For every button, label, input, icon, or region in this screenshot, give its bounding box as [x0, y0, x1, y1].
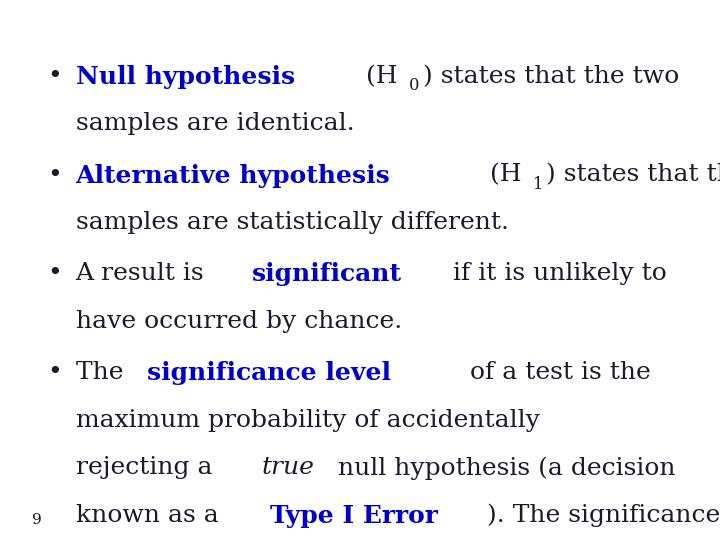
Text: significant: significant — [252, 262, 402, 287]
Text: •: • — [47, 361, 61, 384]
Text: A result is: A result is — [76, 262, 212, 286]
Text: •: • — [47, 262, 61, 286]
Text: ) states that the: ) states that the — [546, 164, 720, 187]
Text: rejecting a: rejecting a — [76, 456, 220, 480]
Text: (H: (H — [482, 164, 521, 187]
Text: The: The — [76, 361, 131, 384]
Text: have occurred by chance.: have occurred by chance. — [76, 310, 402, 333]
Text: samples are identical.: samples are identical. — [76, 112, 354, 136]
Text: ). The significance: ). The significance — [487, 504, 720, 528]
Text: known as a: known as a — [76, 504, 226, 527]
Text: 9: 9 — [32, 512, 42, 526]
Text: 1: 1 — [533, 176, 543, 193]
Text: maximum probability of accidentally: maximum probability of accidentally — [76, 409, 539, 432]
Text: null hypothesis (a decision: null hypothesis (a decision — [330, 456, 676, 480]
Text: Type I Error: Type I Error — [270, 504, 438, 528]
Text: if it is unlikely to: if it is unlikely to — [446, 262, 667, 286]
Text: Null hypothesis: Null hypothesis — [76, 65, 294, 89]
Text: (H: (H — [359, 65, 398, 88]
Text: 0: 0 — [409, 77, 420, 93]
Text: samples are statistically different.: samples are statistically different. — [76, 211, 508, 234]
Text: ) states that the two: ) states that the two — [423, 65, 679, 88]
Text: of a test is the: of a test is the — [462, 361, 651, 384]
Text: significance level: significance level — [147, 361, 391, 386]
Text: Alternative hypothesis: Alternative hypothesis — [76, 164, 390, 187]
Text: •: • — [47, 164, 61, 187]
Text: •: • — [47, 65, 61, 88]
Text: true: true — [262, 456, 315, 480]
